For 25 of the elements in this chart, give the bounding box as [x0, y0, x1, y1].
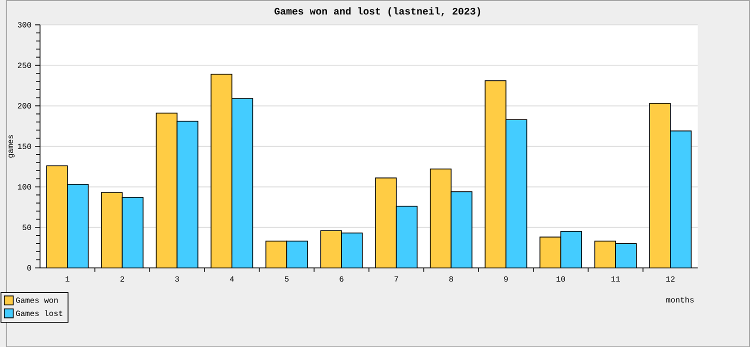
bar [670, 130, 692, 268]
bar [67, 184, 88, 268]
bar [506, 119, 527, 268]
bar [46, 166, 68, 268]
bar [594, 241, 616, 268]
bar [396, 206, 418, 268]
bar [342, 232, 362, 268]
bar [616, 243, 636, 268]
bar [376, 178, 396, 268]
bar [211, 74, 232, 268]
bar [540, 236, 561, 268]
bar [232, 98, 253, 268]
bar [485, 80, 506, 268]
bar [451, 192, 472, 268]
bar [286, 241, 308, 268]
bar [101, 192, 122, 268]
bar [649, 102, 671, 268]
bar [430, 168, 452, 268]
bar [156, 113, 178, 268]
chart-title: Games won and lost (lastneil, 2023) [274, 7, 480, 16]
bar [266, 241, 287, 268]
bar [560, 231, 582, 268]
bar [320, 230, 342, 268]
bar [122, 197, 144, 268]
bar [177, 121, 198, 268]
